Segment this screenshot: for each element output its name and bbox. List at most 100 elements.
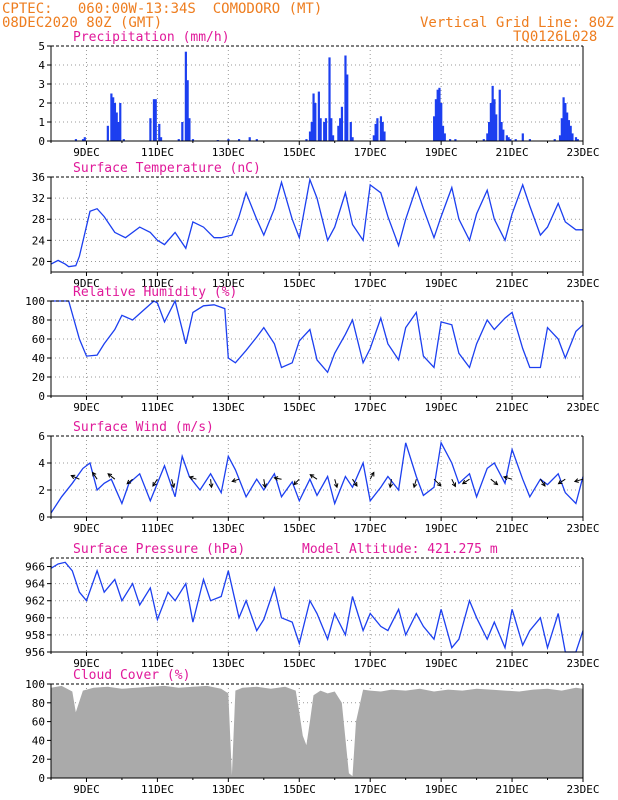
wind-xtick-label: 9DEC <box>73 522 100 535</box>
humidity-ytick-label: 20 <box>32 371 45 384</box>
precipitation-bar <box>440 103 443 141</box>
humidity-xtick-label: 21DEC <box>496 401 529 414</box>
precipitation-bar <box>486 133 489 141</box>
precipitation-bar <box>115 112 118 141</box>
precipitation-bar <box>433 116 436 141</box>
wind-arrow <box>263 479 266 488</box>
precipitation-bar <box>117 122 120 141</box>
precipitation-bar <box>237 139 241 141</box>
header-model-code: TQ0126L028 <box>513 29 598 45</box>
precipitation-bar <box>152 99 156 141</box>
wind-arrow-head <box>333 483 339 489</box>
precipitation-bar <box>567 120 571 141</box>
cloud-cover-ytick-label: 0 <box>38 772 45 785</box>
precipitation-bar <box>328 57 331 141</box>
wind-arrow <box>433 478 442 487</box>
temperature-xtick-label: 15DEC <box>283 277 316 290</box>
precipitation-bar <box>507 137 510 141</box>
precipitation-bar <box>181 122 184 141</box>
precipitation-bar <box>331 135 335 141</box>
wind-arrow <box>503 476 513 480</box>
wind-arrow <box>309 474 318 480</box>
wind-arrow <box>274 477 282 480</box>
precipitation-bar <box>113 103 117 141</box>
precipitation-bar <box>383 131 386 141</box>
cloud-cover-xtick-label: 17DEC <box>354 783 387 796</box>
precipitation-bar <box>514 139 517 141</box>
temperature-xtick-label: 19DEC <box>425 277 458 290</box>
wind-arrow <box>210 479 212 488</box>
precipitation-bar <box>374 123 377 141</box>
precipitation-ytick-label: 0 <box>38 135 45 148</box>
precipitation-bar <box>574 137 578 141</box>
precipitation-bar <box>488 122 491 141</box>
temperature-ytick-label: 32 <box>32 192 45 205</box>
wind-arrow <box>574 478 584 482</box>
wind-arrow-head <box>309 474 315 479</box>
precipitation-xtick-label: 17DEC <box>354 146 387 159</box>
pressure-ytick-label: 962 <box>25 595 45 608</box>
humidity-xtick-label: 15DEC <box>283 401 316 414</box>
cloud-cover-ytick-label: 60 <box>32 716 45 729</box>
pressure-title: Surface Pressure (hPa) <box>73 542 245 557</box>
temperature-title: Surface Temperature (nC) <box>73 161 261 176</box>
wind-arrow-head <box>436 481 442 487</box>
precipitation-bar <box>177 139 180 141</box>
precipitation-bar <box>248 137 251 141</box>
humidity-xtick-label: 11DEC <box>141 401 174 414</box>
precipitation-bar <box>308 131 312 141</box>
wind-arrow-head <box>170 483 176 489</box>
wind-arrow <box>369 472 375 480</box>
wind-ytick-label: 2 <box>38 484 45 497</box>
precipitation-bar <box>310 122 313 141</box>
wind-arrow-head <box>461 479 467 485</box>
precipitation-bar <box>505 135 508 141</box>
pressure-ytick-label: 958 <box>25 629 45 642</box>
precipitation-bar <box>381 122 384 141</box>
precipitation-bar <box>346 74 349 141</box>
temperature-ytick-label: 20 <box>32 255 45 268</box>
precipitation-xtick-label: 19DEC <box>425 146 458 159</box>
humidity-xtick-label: 19DEC <box>425 401 458 414</box>
wind-arrow-head <box>262 483 267 489</box>
cloud-cover-xtick-label: 11DEC <box>141 783 174 796</box>
pressure-xtick-label: 13DEC <box>212 657 245 670</box>
precipitation-bar <box>528 139 531 141</box>
wind-arrow <box>171 479 175 488</box>
wind-xtick-label: 19DEC <box>425 522 458 535</box>
temperature-ytick-label: 24 <box>32 234 46 247</box>
pressure-ytick-label: 960 <box>25 612 45 625</box>
wind-arrow <box>71 475 80 480</box>
pressure-xtick-label: 11DEC <box>141 657 174 670</box>
cloud-cover-title: Cloud Cover (%) <box>73 668 190 683</box>
wind-arrow <box>152 478 158 487</box>
wind-arrow-head <box>353 481 358 487</box>
wind-xtick-label: 11DEC <box>141 522 174 535</box>
precipitation-xtick-label: 15DEC <box>283 146 316 159</box>
precipitation-bar <box>553 139 556 141</box>
header-date: 08DEC2020 80Z (GMT) <box>2 15 163 31</box>
wind-arrow-head <box>188 475 194 481</box>
pressure-xtick-label: 15DEC <box>283 657 316 670</box>
humidity-line <box>51 299 584 374</box>
precipitation-bar <box>317 91 320 141</box>
pressure-xtick-label: 21DEC <box>496 657 529 670</box>
temperature-ytick-label: 36 <box>32 171 45 184</box>
precipitation-bar <box>106 125 109 141</box>
temperature-xtick-label: 9DEC <box>73 277 100 290</box>
precipitation-bar <box>500 122 503 141</box>
humidity-xtick-label: 23DEC <box>566 401 599 414</box>
wind-arrow-head <box>231 478 237 483</box>
humidity-ytick-label: 40 <box>32 352 45 365</box>
humidity-title: Relative Humidity (%) <box>73 285 237 300</box>
pressure-ytick-label: 956 <box>25 646 45 659</box>
wind-arrow-head <box>412 483 418 489</box>
precipitation-bar <box>558 135 562 141</box>
precipitation-bar <box>571 133 574 141</box>
precipitation-bar <box>498 89 501 141</box>
precipitation-bar <box>509 139 512 141</box>
wind-arrow-head <box>70 474 76 480</box>
wind-arrow-head <box>541 481 546 487</box>
precipitation-xtick-label: 13DEC <box>212 146 245 159</box>
